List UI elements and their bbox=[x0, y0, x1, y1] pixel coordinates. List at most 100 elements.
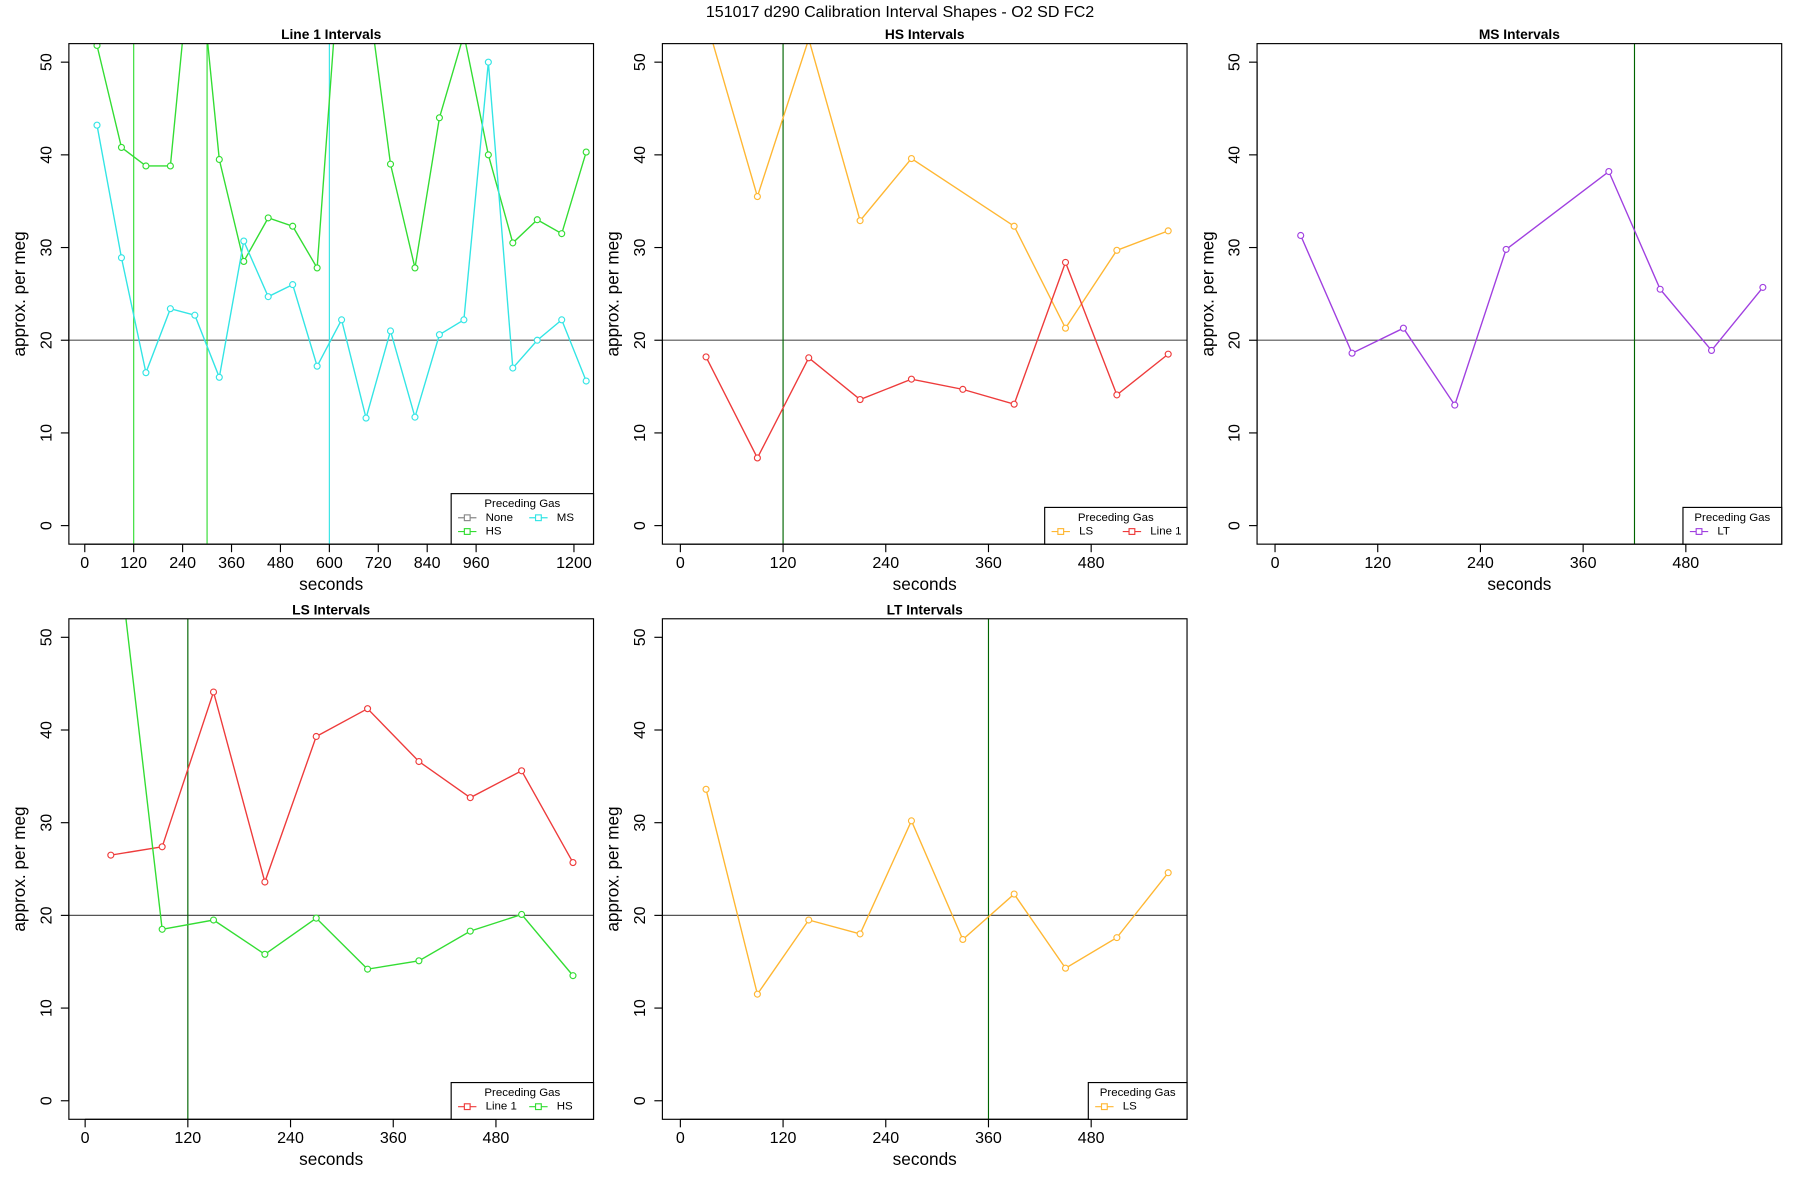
legend-symbol bbox=[1100, 1103, 1108, 1111]
y-tick-label: 30 bbox=[1225, 239, 1243, 257]
data-point bbox=[261, 878, 269, 886]
x-tick-label: 120 bbox=[1364, 554, 1391, 572]
legend-symbol bbox=[1128, 528, 1136, 535]
x-tick-label: 0 bbox=[676, 554, 685, 572]
x-axis-label: seconds bbox=[893, 574, 957, 594]
x-axis-label: seconds bbox=[1487, 574, 1551, 594]
y-tick-label: 10 bbox=[1225, 424, 1243, 442]
series-line bbox=[125, 618, 574, 977]
x-tick-label: 360 bbox=[380, 1129, 407, 1147]
legend-title: Preceding Gas bbox=[484, 1087, 560, 1099]
legend-label: LS bbox=[1079, 526, 1093, 538]
series-line bbox=[1300, 170, 1764, 407]
plot-frame bbox=[68, 618, 595, 1120]
data-point bbox=[1164, 869, 1172, 877]
legend-label: LS bbox=[1123, 1101, 1137, 1113]
data-point bbox=[108, 486, 114, 492]
legend: Preceding Gas LS Line 1 bbox=[1044, 506, 1188, 545]
data-point bbox=[582, 148, 590, 156]
legend-label: HS bbox=[557, 1101, 573, 1113]
figure-title: 151017 d290 Calibration Interval Shapes … bbox=[706, 3, 1094, 21]
panel: LT Intervals seconds approx. per meg 0 120 24… bbox=[603, 602, 1188, 1169]
legend-symbol bbox=[463, 528, 471, 535]
y-tick-label: 0 bbox=[1225, 521, 1243, 530]
y-axis-label: approx. per meg bbox=[603, 806, 623, 931]
legend-symbol bbox=[1695, 528, 1703, 535]
data-point bbox=[753, 990, 761, 998]
y-tick-label: 40 bbox=[631, 146, 649, 164]
x-tick-label: 480 bbox=[267, 554, 294, 572]
legend-title: Preceding Gas bbox=[1694, 512, 1770, 524]
x-tick-label: 360 bbox=[975, 1129, 1002, 1147]
legend: Preceding Gas LS bbox=[1087, 1081, 1188, 1120]
data-point bbox=[166, 162, 174, 170]
data-point bbox=[1656, 285, 1664, 293]
data-point bbox=[907, 375, 916, 383]
panel: MS Intervals seconds approx. per meg 0 120 24… bbox=[1197, 27, 1783, 594]
y-tick-label: 50 bbox=[1225, 53, 1243, 71]
y-axis-label: approx. per meg bbox=[603, 231, 623, 356]
data-point bbox=[107, 851, 115, 859]
legend-box bbox=[1087, 1081, 1188, 1120]
data-point bbox=[142, 369, 150, 377]
data-point bbox=[1759, 283, 1767, 291]
data-point bbox=[435, 331, 443, 339]
x-axis-label: seconds bbox=[299, 574, 363, 594]
y-tick-label: 30 bbox=[37, 814, 55, 832]
legend-symbol bbox=[1057, 528, 1065, 535]
series-line bbox=[96, 43, 587, 271]
data-point bbox=[1061, 964, 1070, 972]
data-point bbox=[312, 914, 320, 922]
data-point bbox=[312, 732, 320, 741]
data-point bbox=[117, 143, 126, 151]
data-point bbox=[386, 160, 395, 168]
legend-box bbox=[1682, 506, 1783, 545]
data-point bbox=[466, 927, 474, 935]
data-point bbox=[264, 293, 272, 301]
stage: 151017 d290 Calibration Interval Shapes … bbox=[9, 3, 1783, 1169]
panel: HS Intervals seconds approx. per meg 0 120 24… bbox=[603, 27, 1188, 594]
x-tick-label: 120 bbox=[770, 554, 797, 572]
y-tick-label: 50 bbox=[631, 53, 649, 71]
data-point bbox=[411, 413, 419, 421]
y-tick-label: 10 bbox=[37, 999, 55, 1017]
y-tick-label: 10 bbox=[631, 999, 649, 1017]
data-point bbox=[215, 155, 223, 164]
y-tick-label: 30 bbox=[37, 239, 55, 257]
data-point bbox=[215, 373, 223, 381]
data-point bbox=[240, 237, 248, 245]
data-point bbox=[484, 58, 492, 66]
y-axis-label: approx. per meg bbox=[9, 806, 29, 931]
y-tick-label: 40 bbox=[1225, 146, 1243, 164]
panel: LS Intervals seconds approx. per meg 0 120 24… bbox=[9, 486, 595, 1169]
x-tick-label: 240 bbox=[169, 554, 196, 572]
data-point bbox=[460, 316, 468, 324]
data-point bbox=[209, 916, 218, 924]
plot-frame bbox=[1256, 43, 1783, 545]
y-tick-label: 40 bbox=[631, 721, 649, 739]
data-point bbox=[191, 311, 199, 319]
data-point bbox=[240, 257, 248, 266]
data-point bbox=[364, 965, 372, 973]
legend-label: HS bbox=[486, 526, 502, 538]
data-point bbox=[411, 264, 419, 272]
data-point bbox=[1113, 391, 1121, 399]
series-line bbox=[705, 260, 1169, 460]
data-point bbox=[1707, 346, 1716, 354]
data-point bbox=[518, 910, 526, 919]
data-point bbox=[1605, 167, 1613, 176]
data-point bbox=[1010, 890, 1018, 898]
panel-title: HS Intervals bbox=[885, 27, 965, 42]
data-point bbox=[1113, 246, 1121, 254]
y-tick-label: 40 bbox=[37, 146, 55, 164]
legend-title: Preceding Gas bbox=[1078, 512, 1154, 524]
data-point bbox=[158, 843, 166, 851]
x-tick-label: 0 bbox=[1271, 554, 1280, 572]
data-point bbox=[1113, 934, 1121, 942]
plot-frame bbox=[661, 43, 1188, 545]
x-tick-label: 720 bbox=[365, 554, 392, 572]
y-axis-label: approx. per meg bbox=[9, 231, 29, 356]
data-point bbox=[753, 193, 761, 201]
legend-title: Preceding Gas bbox=[1100, 1087, 1176, 1099]
